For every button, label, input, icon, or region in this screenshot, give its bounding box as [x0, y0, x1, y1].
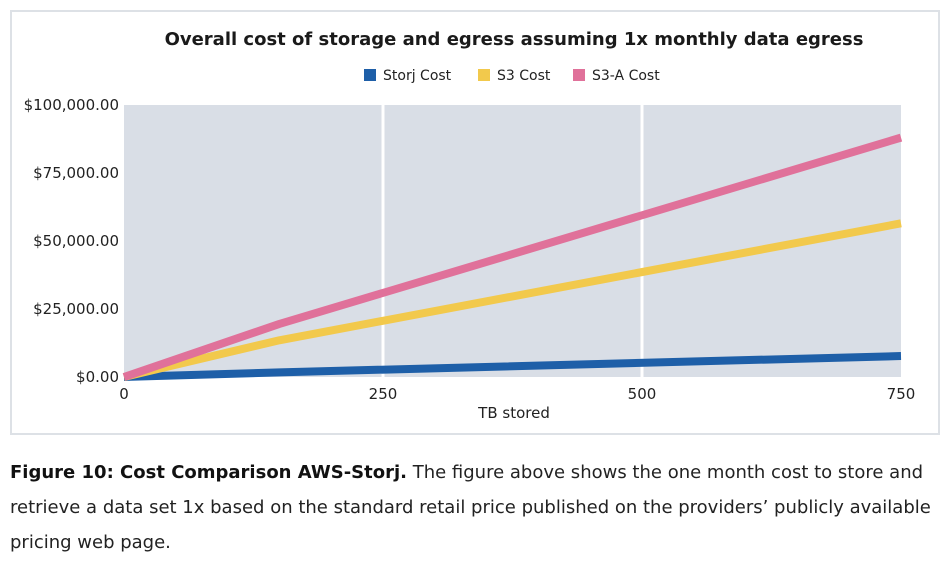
y-tick-label-2: $50,000.00 [33, 232, 119, 250]
series-line-2 [122, 133, 903, 381]
series-line-1 [123, 219, 902, 381]
figure-caption: Figure 10: Cost Comparison AWS-Storj. Th… [10, 455, 940, 560]
series-line-0 [123, 352, 902, 381]
legend-label-1: S3 Cost [497, 68, 551, 84]
y-tick-label-0: $0.00 [76, 368, 119, 386]
y-axis-ticks: $0.00 $25,000.00 $50,000.00 $75,000.00 $100,… [24, 96, 119, 386]
legend-swatch-2 [573, 69, 585, 81]
legend-label-2: S3-A Cost [592, 68, 660, 84]
x-axis-label: TB stored [477, 404, 550, 422]
x-tick-label-0: 0 [119, 385, 129, 403]
y-tick-label-1: $25,000.00 [33, 300, 119, 318]
figure-caption-text: The figure above shows the one month cos… [10, 462, 931, 553]
legend-swatch-1 [478, 69, 490, 81]
legend-label-0: Storj Cost [383, 68, 452, 84]
series-lines [122, 133, 903, 381]
x-axis-ticks: 0 250 500 750 [119, 385, 915, 403]
legend-swatch-0 [364, 69, 376, 81]
x-tick-label-1: 250 [369, 385, 398, 403]
y-tick-label-4: $100,000.00 [24, 96, 119, 114]
x-tick-label-2: 500 [628, 385, 657, 403]
y-tick-label-3: $75,000.00 [33, 164, 119, 182]
grid-lines [381, 105, 644, 377]
figure-caption-label: Figure 10: Cost Comparison AWS-Storj. [10, 462, 407, 483]
x-tick-label-3: 750 [887, 385, 916, 403]
chart-frame: Overall cost of storage and egress assum… [10, 10, 940, 435]
chart-title: Overall cost of storage and egress assum… [165, 29, 864, 50]
cost-line-chart: Overall cost of storage and egress assum… [24, 29, 916, 422]
chart-legend: Storj Cost S3 Cost S3-A Cost [364, 68, 660, 84]
